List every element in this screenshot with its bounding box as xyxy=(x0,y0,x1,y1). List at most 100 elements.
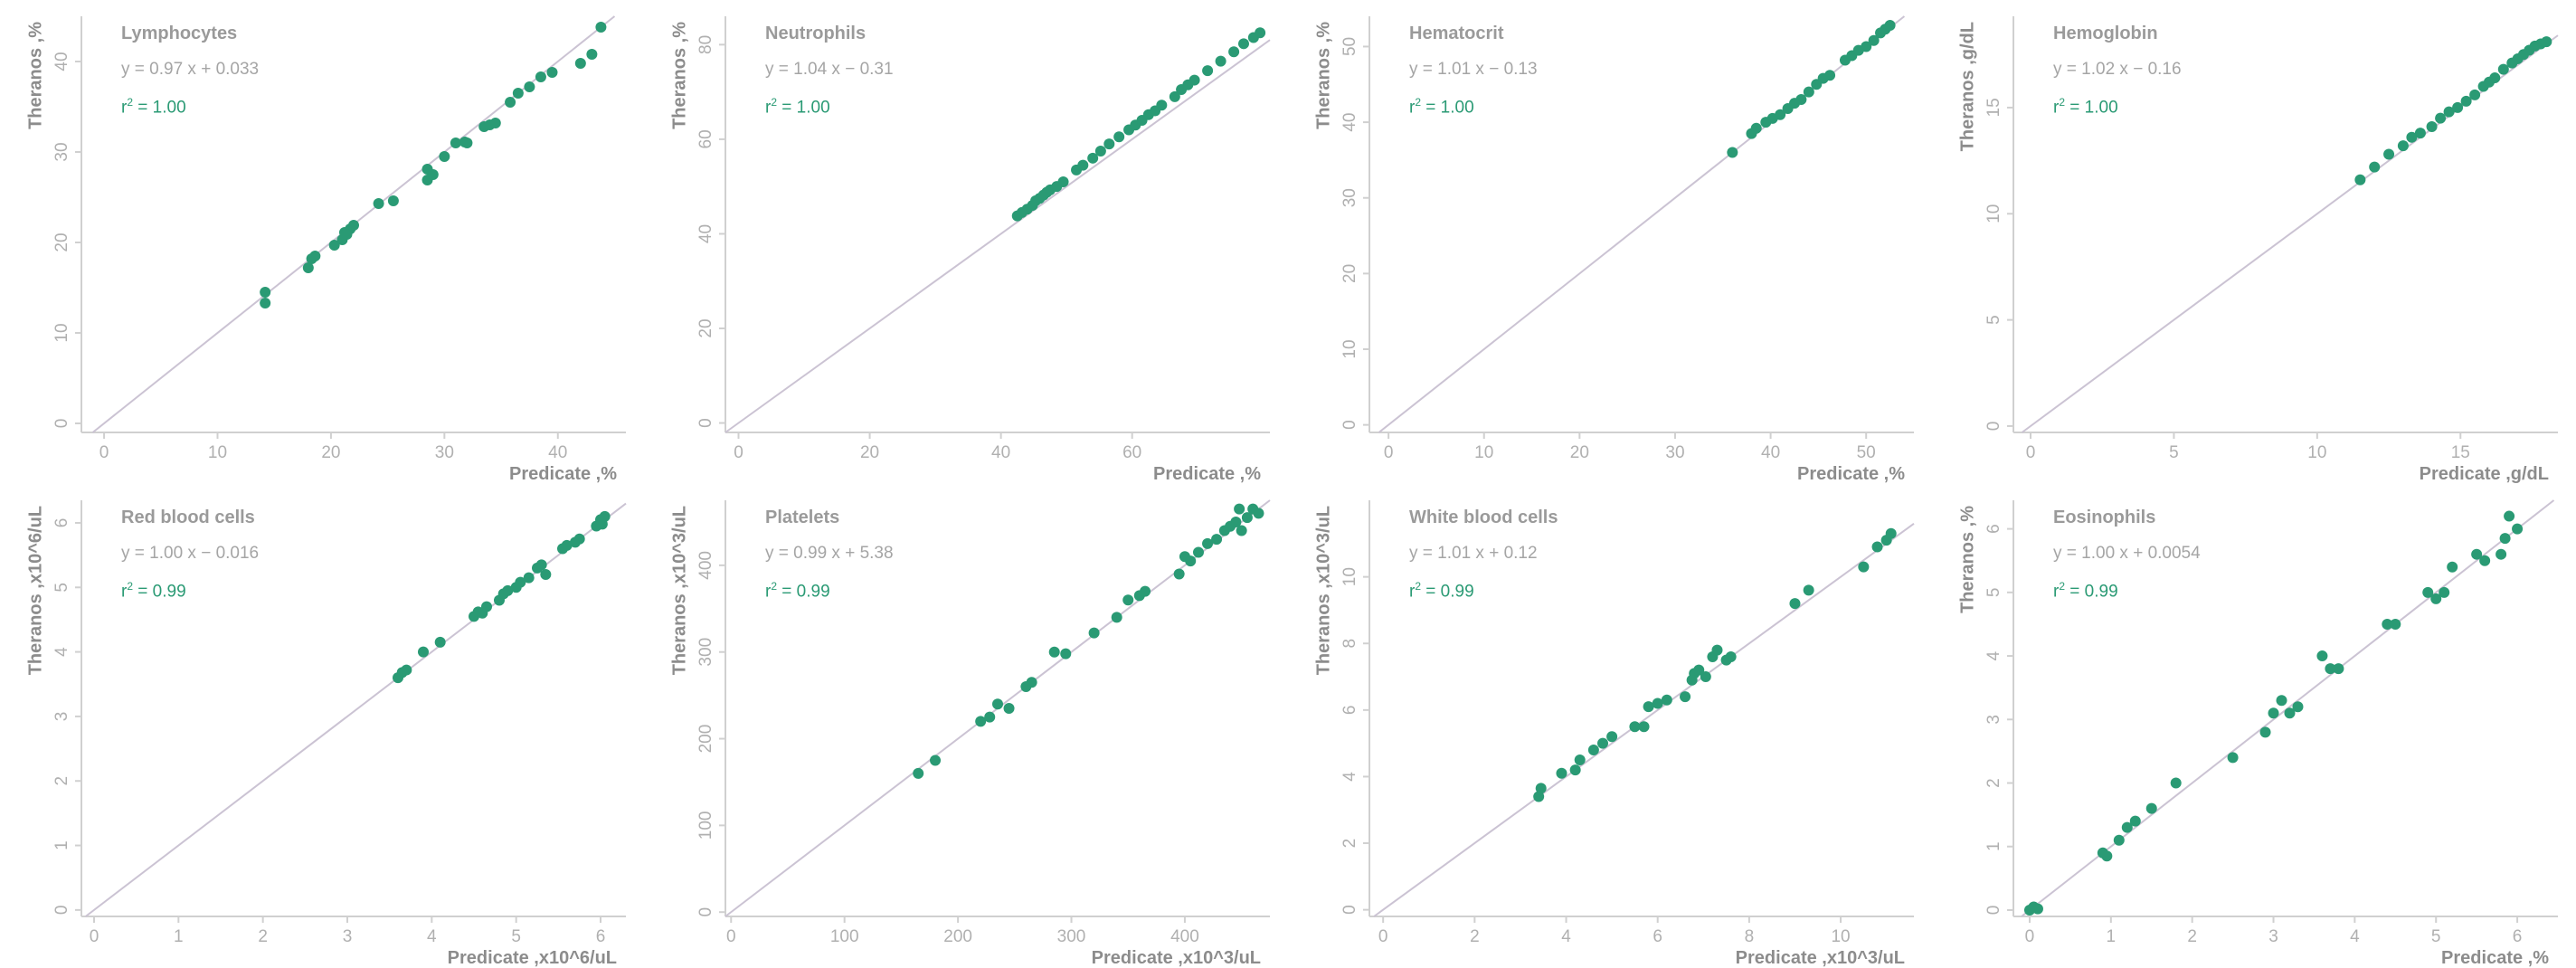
data-point xyxy=(1574,754,1586,766)
data-point xyxy=(2460,95,2472,107)
r-squared-value: = 0.99 xyxy=(133,582,186,602)
x-tick-label: 20 xyxy=(1570,443,1589,462)
data-point xyxy=(546,67,558,78)
r-squared: r2 = 0.99 xyxy=(765,580,830,602)
r-squared: r2 = 1.00 xyxy=(121,96,186,118)
data-point xyxy=(2443,106,2455,118)
scatter-plot: 0 5 10 15 0 5 10 15 Predicate ,g/dL Theranos ,g/d… xyxy=(1958,16,2559,484)
x-tick-label: 30 xyxy=(1665,443,1684,462)
scatter-panel: 0 1 2 3 4 5 6 0 1 2 3 4 5 6 Predicate ,% Theranos ,% Eos… xyxy=(1932,484,2576,968)
data-point xyxy=(1803,584,1814,596)
x-tick-label: 60 xyxy=(1122,443,1141,462)
regression-equation: y = 0.97 x + 0.033 xyxy=(121,60,260,79)
x-axis-label: Predicate ,% xyxy=(2441,948,2549,968)
y-tick-label: 3 xyxy=(52,712,71,722)
data-point xyxy=(1824,70,1836,81)
identity-line xyxy=(1373,522,1915,917)
y-tick-label: 10 xyxy=(52,323,71,342)
x-axis-label: Predicate ,% xyxy=(1153,464,1261,484)
data-point xyxy=(1236,525,1247,536)
data-point xyxy=(2397,140,2409,152)
y-axis-label: Theranos ,% xyxy=(670,22,690,129)
data-point xyxy=(2325,663,2336,675)
y-tick-label: 3 xyxy=(1984,715,2003,725)
data-point xyxy=(2292,701,2304,713)
scatter-plot: 0 100 200 300 400 0 100 200 300 400 Predicate ,x10… xyxy=(670,499,1271,968)
data-point xyxy=(1680,691,1691,703)
data-point xyxy=(2390,618,2401,630)
data-point xyxy=(1241,512,1253,524)
data-point xyxy=(1861,41,1872,52)
r-squared-exponent: 2 xyxy=(127,96,134,109)
data-point xyxy=(975,716,987,727)
y-tick-label: 100 xyxy=(696,811,715,840)
y-tick-label: 10 xyxy=(1340,339,1359,358)
data-point xyxy=(1094,145,1106,157)
x-tick-label: 40 xyxy=(1761,443,1780,462)
x-tick-label: 200 xyxy=(943,927,972,946)
y-tick-label: 40 xyxy=(52,52,71,71)
scatter-panel: 0 20 40 60 0 20 40 60 80 Predicate ,% Theranos ,% N… xyxy=(644,0,1288,484)
data-point xyxy=(1533,791,1545,802)
data-point xyxy=(461,138,473,148)
x-axis-label: Predicate ,% xyxy=(509,464,617,484)
x-tick-label: 2 xyxy=(258,927,268,946)
regression-equation: y = 1.00 x − 0.016 xyxy=(121,544,260,563)
data-point xyxy=(992,698,1003,710)
data-point xyxy=(1253,508,1264,519)
x-tick-label: 3 xyxy=(343,927,353,946)
data-point xyxy=(373,198,384,209)
data-point xyxy=(489,118,501,128)
x-tick-label: 10 xyxy=(1831,927,1850,946)
y-tick-label: 6 xyxy=(52,518,71,528)
data-point xyxy=(1700,671,1711,683)
x-tick-label: 30 xyxy=(435,443,454,462)
data-point xyxy=(2439,586,2450,598)
y-tick-label: 15 xyxy=(1984,98,2003,117)
data-point xyxy=(2113,834,2125,846)
y-tick-label: 4 xyxy=(1340,772,1359,782)
data-point xyxy=(1140,585,1151,597)
x-tick-label: 6 xyxy=(2513,927,2523,946)
x-axis-label: Predicate ,% xyxy=(1797,464,1905,484)
r-squared-symbol: r xyxy=(121,98,128,118)
chart-title: Eosinophils xyxy=(2053,508,2156,527)
data-point xyxy=(1727,147,1738,158)
data-point xyxy=(1173,568,1185,580)
y-tick-label: 400 xyxy=(696,551,715,580)
data-point xyxy=(1077,159,1089,171)
x-tick-label: 0 xyxy=(99,443,109,462)
data-point xyxy=(515,576,526,588)
data-point xyxy=(2284,707,2296,719)
y-axis-label: Theranos ,x10^6/uL xyxy=(26,506,46,675)
x-axis-label: Predicate ,x10^3/uL xyxy=(1736,948,1905,968)
regression-equation: y = 1.04 x − 0.31 xyxy=(765,60,894,79)
data-point xyxy=(427,169,439,180)
data-point xyxy=(1629,721,1641,733)
data-point xyxy=(2479,555,2491,566)
data-point xyxy=(574,58,586,69)
r-squared-symbol: r xyxy=(765,582,772,602)
y-axis-label: Theranos ,% xyxy=(26,22,46,129)
x-tick-label: 400 xyxy=(1170,927,1199,946)
data-point xyxy=(2145,802,2157,814)
data-point xyxy=(309,251,321,261)
r-squared: r2 = 1.00 xyxy=(1409,96,1474,118)
y-tick-label: 0 xyxy=(1984,906,2003,916)
y-tick-label: 5 xyxy=(1984,588,2003,598)
data-point xyxy=(535,559,547,571)
scatter-plot: 0 10 20 30 40 50 0 10 20 30 40 50 Predicate ,% Theran… xyxy=(1314,15,1914,484)
data-point xyxy=(2496,548,2507,560)
y-tick-label: 2 xyxy=(1340,839,1359,849)
r-squared: r2 = 1.00 xyxy=(765,96,830,118)
data-point xyxy=(1711,644,1723,656)
x-tick-label: 5 xyxy=(2431,927,2441,946)
scatter-plot: 0 1 2 3 4 5 6 0 1 2 3 4 5 6 Predicate ,x10^6/uL Therano… xyxy=(26,500,627,968)
y-tick-label: 30 xyxy=(52,142,71,161)
scatter-plot: 0 20 40 60 0 20 40 60 80 Predicate ,% Theranos ,% xyxy=(670,16,1271,484)
x-tick-label: 4 xyxy=(2350,927,2360,946)
x-tick-label: 10 xyxy=(208,443,227,462)
data-point xyxy=(2276,695,2287,707)
data-point xyxy=(1597,737,1608,749)
